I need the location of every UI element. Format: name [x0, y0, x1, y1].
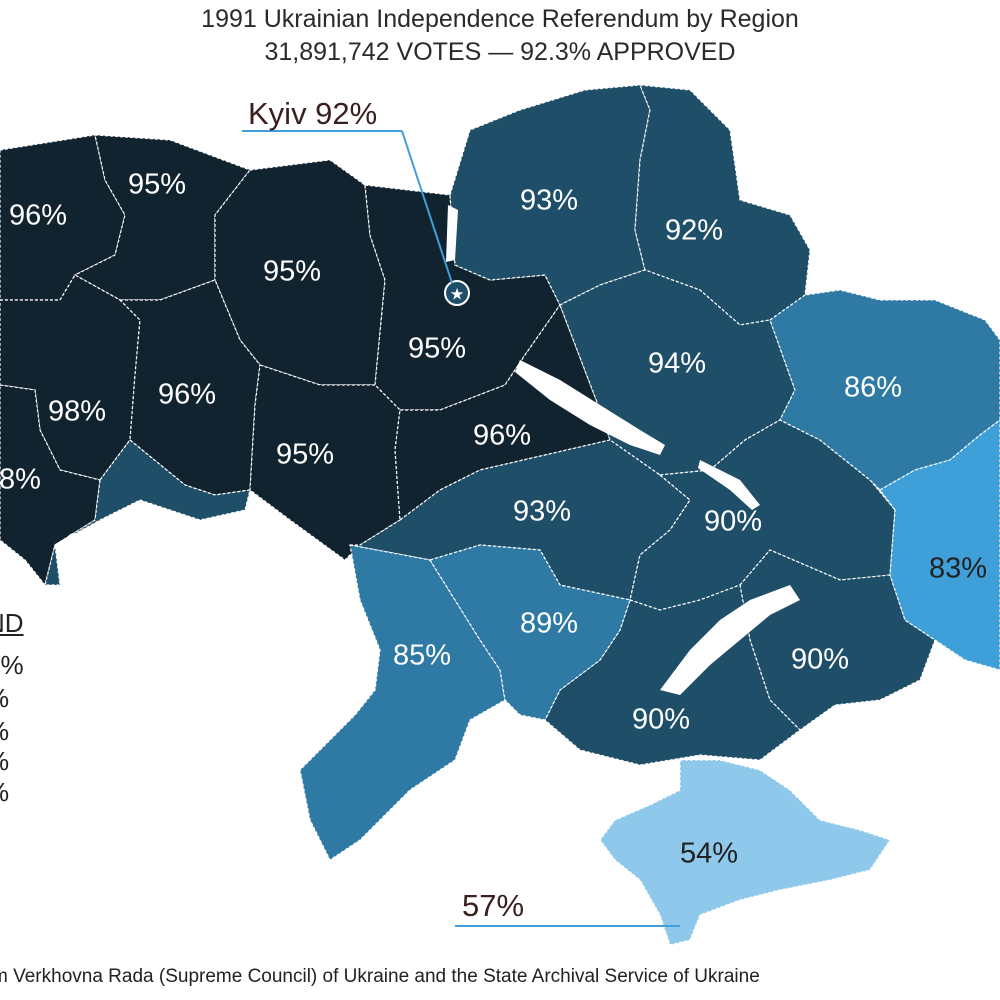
label-rivne: 95% — [128, 169, 186, 201]
region-kharkiv[interactable] — [769, 289, 1000, 491]
label-volyn: 96% — [9, 200, 67, 232]
region-chernivtsi[interactable] — [44, 439, 251, 586]
label-chernivtsi: 92% — [66, 529, 124, 561]
map-title: 1991 Ukrainian Independence Referendum b… — [201, 5, 799, 33]
label-zhytomyr: 95% — [263, 256, 321, 288]
label-cherkasy: 96% — [473, 420, 531, 452]
label-crimea: 54% — [680, 838, 738, 870]
label-poltava: 94% — [648, 348, 706, 380]
label-khmelnytskyi: 96% — [158, 379, 216, 411]
label-dnipropetrovsk: 90% — [704, 506, 762, 538]
label-chernihiv: 93% — [520, 185, 578, 217]
label-ternopil: 98% — [48, 396, 106, 428]
kyiv-leader-diagonal — [401, 130, 453, 284]
region-mykolaiv[interactable] — [429, 544, 631, 721]
dnipro-reservoir-kremenchuk — [515, 360, 665, 455]
region-crimea[interactable] — [599, 759, 891, 946]
star-icon: ★ — [450, 285, 464, 304]
legend-item: % — [0, 683, 9, 714]
label-donetsk: 83% — [929, 553, 987, 585]
region-donetsk[interactable] — [879, 419, 1000, 671]
legend-item: 5% — [0, 650, 24, 680]
label-ivano-frankivsk: 8% — [0, 464, 41, 496]
label-kherson: 90% — [632, 704, 690, 736]
region-sumy[interactable] — [634, 84, 811, 326]
region-zhytomyr[interactable] — [214, 159, 386, 386]
label-kharkiv: 86% — [844, 372, 902, 404]
label-zaporizhzhia: 90% — [791, 644, 849, 676]
label-kirovohrad: 93% — [513, 496, 571, 528]
region-chernihiv[interactable] — [449, 84, 651, 306]
legend-item: % — [0, 777, 9, 808]
legend-item: % — [0, 716, 9, 747]
kyiv-city-marker[interactable] — [444, 280, 470, 306]
region-kirovohrad[interactable] — [349, 439, 691, 601]
label-vinnytsia: 95% — [276, 439, 334, 471]
source-note: m Verkhovna Rada (Supreme Council) of Uk… — [0, 966, 760, 987]
sevastopol-callout-label: 57% — [462, 888, 525, 923]
kyiv-reservoir — [446, 205, 458, 262]
kyiv-callout-label: Kyiv 92% — [248, 96, 378, 131]
label-odesa: 85% — [393, 640, 451, 672]
kakhovka-reservoir — [660, 585, 800, 695]
label-sumy: 92% — [665, 215, 723, 247]
map-subtitle: 31,891,742 VOTES — 92.3% APPROVED — [264, 38, 736, 66]
legend-item: % — [0, 746, 9, 777]
legend-title: ND — [0, 608, 24, 638]
label-mykolaiv: 89% — [520, 608, 578, 640]
label-kyiv-oblast: 95% — [408, 333, 466, 365]
dnipro-river-lower — [698, 460, 760, 510]
